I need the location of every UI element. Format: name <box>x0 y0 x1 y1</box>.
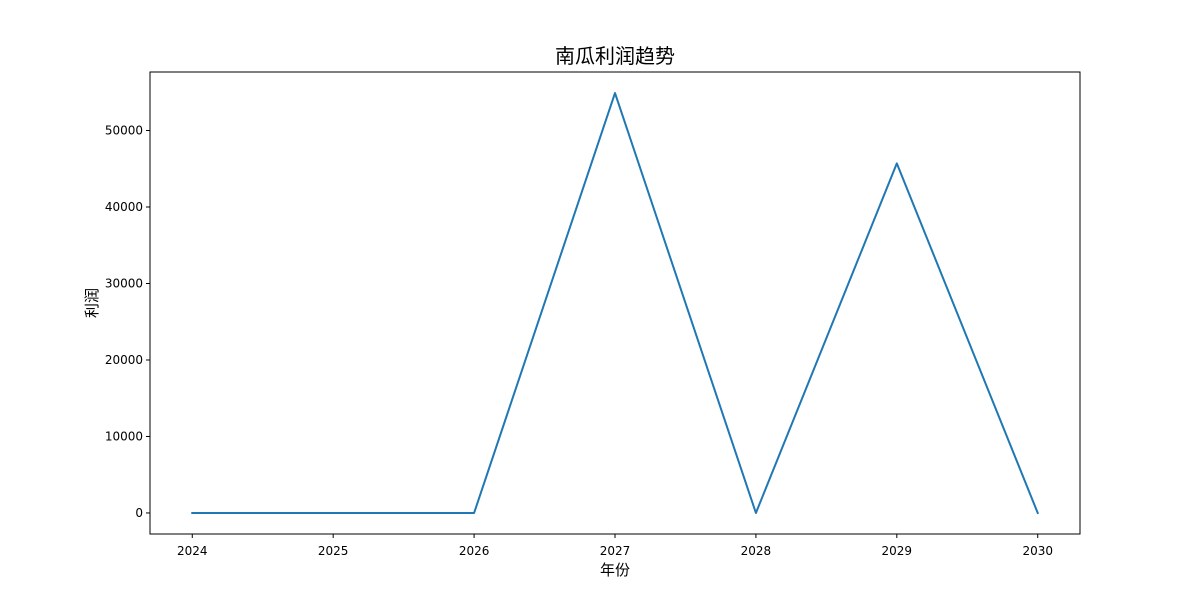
plot-area <box>150 72 1080 534</box>
x-tick-label: 2029 <box>882 544 913 558</box>
x-axis-label: 年份 <box>600 561 630 579</box>
y-tick-label: 40000 <box>105 200 143 214</box>
plot-frame <box>149 71 1081 535</box>
x-tick-label: 2025 <box>318 544 349 558</box>
x-tick-label: 2024 <box>177 544 208 558</box>
y-tick-label: 50000 <box>105 124 143 138</box>
plot-background <box>150 72 1080 534</box>
y-axis-label: 利润 <box>83 288 101 318</box>
x-axis: 2024 2025 2026 2027 2028 2029 2030 <box>177 534 1053 558</box>
series-layer <box>191 92 1040 515</box>
chart-title: 南瓜利润趋势 <box>555 44 675 68</box>
y-tick-label: 30000 <box>105 276 143 290</box>
y-tick-label: 10000 <box>105 429 143 443</box>
x-tick-label: 2027 <box>600 544 631 558</box>
y-tick-label: 20000 <box>105 353 143 367</box>
x-tick-label: 2028 <box>741 544 772 558</box>
y-tick-label: 0 <box>135 506 143 520</box>
x-tick-label: 2030 <box>1022 544 1053 558</box>
y-axis: 0 10000 20000 30000 40000 50000 <box>105 124 150 520</box>
x-tick-label: 2026 <box>459 544 490 558</box>
